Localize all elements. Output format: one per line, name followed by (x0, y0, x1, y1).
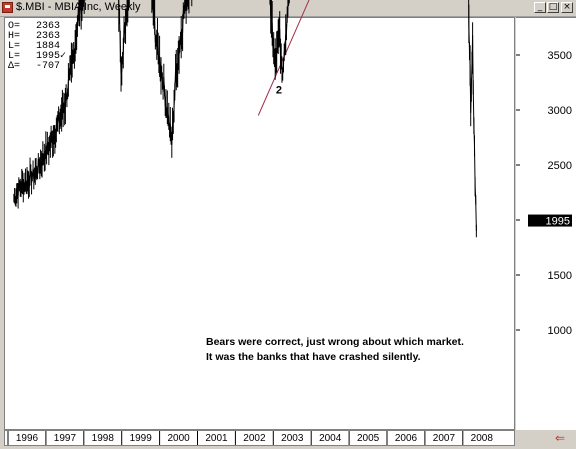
last-price-marker: 1995 (528, 214, 572, 228)
ohlc-label: O= (8, 21, 20, 32)
x-tick-label: 1996 (16, 433, 39, 444)
close-button[interactable]: × (561, 2, 573, 13)
last-value-box (528, 214, 572, 227)
last-value-label: 1995 (546, 216, 570, 228)
x-tick-label: 2006 (395, 433, 418, 444)
x-tick-label: 2005 (357, 433, 380, 444)
annotation-block: Bears were correct, just wrong about whi… (206, 336, 464, 363)
ohlc-value: 1995✓ (36, 51, 66, 62)
annotation-line: It was the banks that have crashed silen… (206, 351, 421, 363)
x-tick-label: 1999 (130, 433, 153, 444)
ohlc-readout: O= 2363 H= 2363 L= 1884 L= 1995✓ Δ= -707 (8, 21, 66, 72)
y-tick-label: 1000 (548, 325, 572, 337)
x-tick-label: 2003 (281, 433, 304, 444)
plot-area[interactable] (4, 17, 515, 430)
x-tick-label: 2001 (205, 433, 228, 444)
x-tick-label: 2007 (433, 433, 456, 444)
y-tick-label: 2500 (548, 160, 572, 172)
minimize-button[interactable]: _ (534, 2, 546, 13)
ohlc-label: L= (8, 41, 20, 52)
x-axis-ticks: 1996 1997 1998 1999 2000 2001 2002 2003 2004 2005… (7, 431, 494, 445)
annotation-line: Bears were correct, just wrong about whi… (206, 336, 464, 348)
corner-panel (516, 430, 576, 446)
y-tick-label: 3500 (548, 50, 572, 62)
x-tick-label: 2000 (167, 433, 190, 444)
y-tick-label: 3000 (548, 105, 572, 117)
x-tick-label: 2002 (243, 433, 266, 444)
ohlc-value: -707 (36, 61, 60, 72)
y-tick-label: 1500 (548, 270, 572, 282)
x-tick-label: 1997 (54, 433, 77, 444)
ohlc-label: L= (8, 51, 20, 62)
x-tick-label: 2004 (319, 433, 342, 444)
ohlc-value: 2363 (36, 31, 60, 42)
price-series (13, 0, 477, 238)
ohlc-label: Δ= (8, 61, 20, 72)
wave-label-2: 2 (276, 85, 282, 97)
scroll-right-icon[interactable]: ⇐ (555, 431, 566, 445)
price-line (13, 0, 477, 232)
ohlc-label: H= (8, 31, 20, 42)
app-icon (2, 2, 13, 13)
maximize-button[interactable]: □ (547, 2, 559, 13)
wave-labels: 12345 (276, 85, 282, 97)
x-tick-label: 1998 (92, 433, 115, 444)
trendlines (257, 0, 310, 116)
ohlc-value: 2363 (36, 21, 60, 32)
ohlc-value: 1884 (36, 41, 60, 52)
x-tick-label: 2008 (471, 433, 494, 444)
y-axis-ticks: 100015002000250030003500 (516, 50, 572, 337)
